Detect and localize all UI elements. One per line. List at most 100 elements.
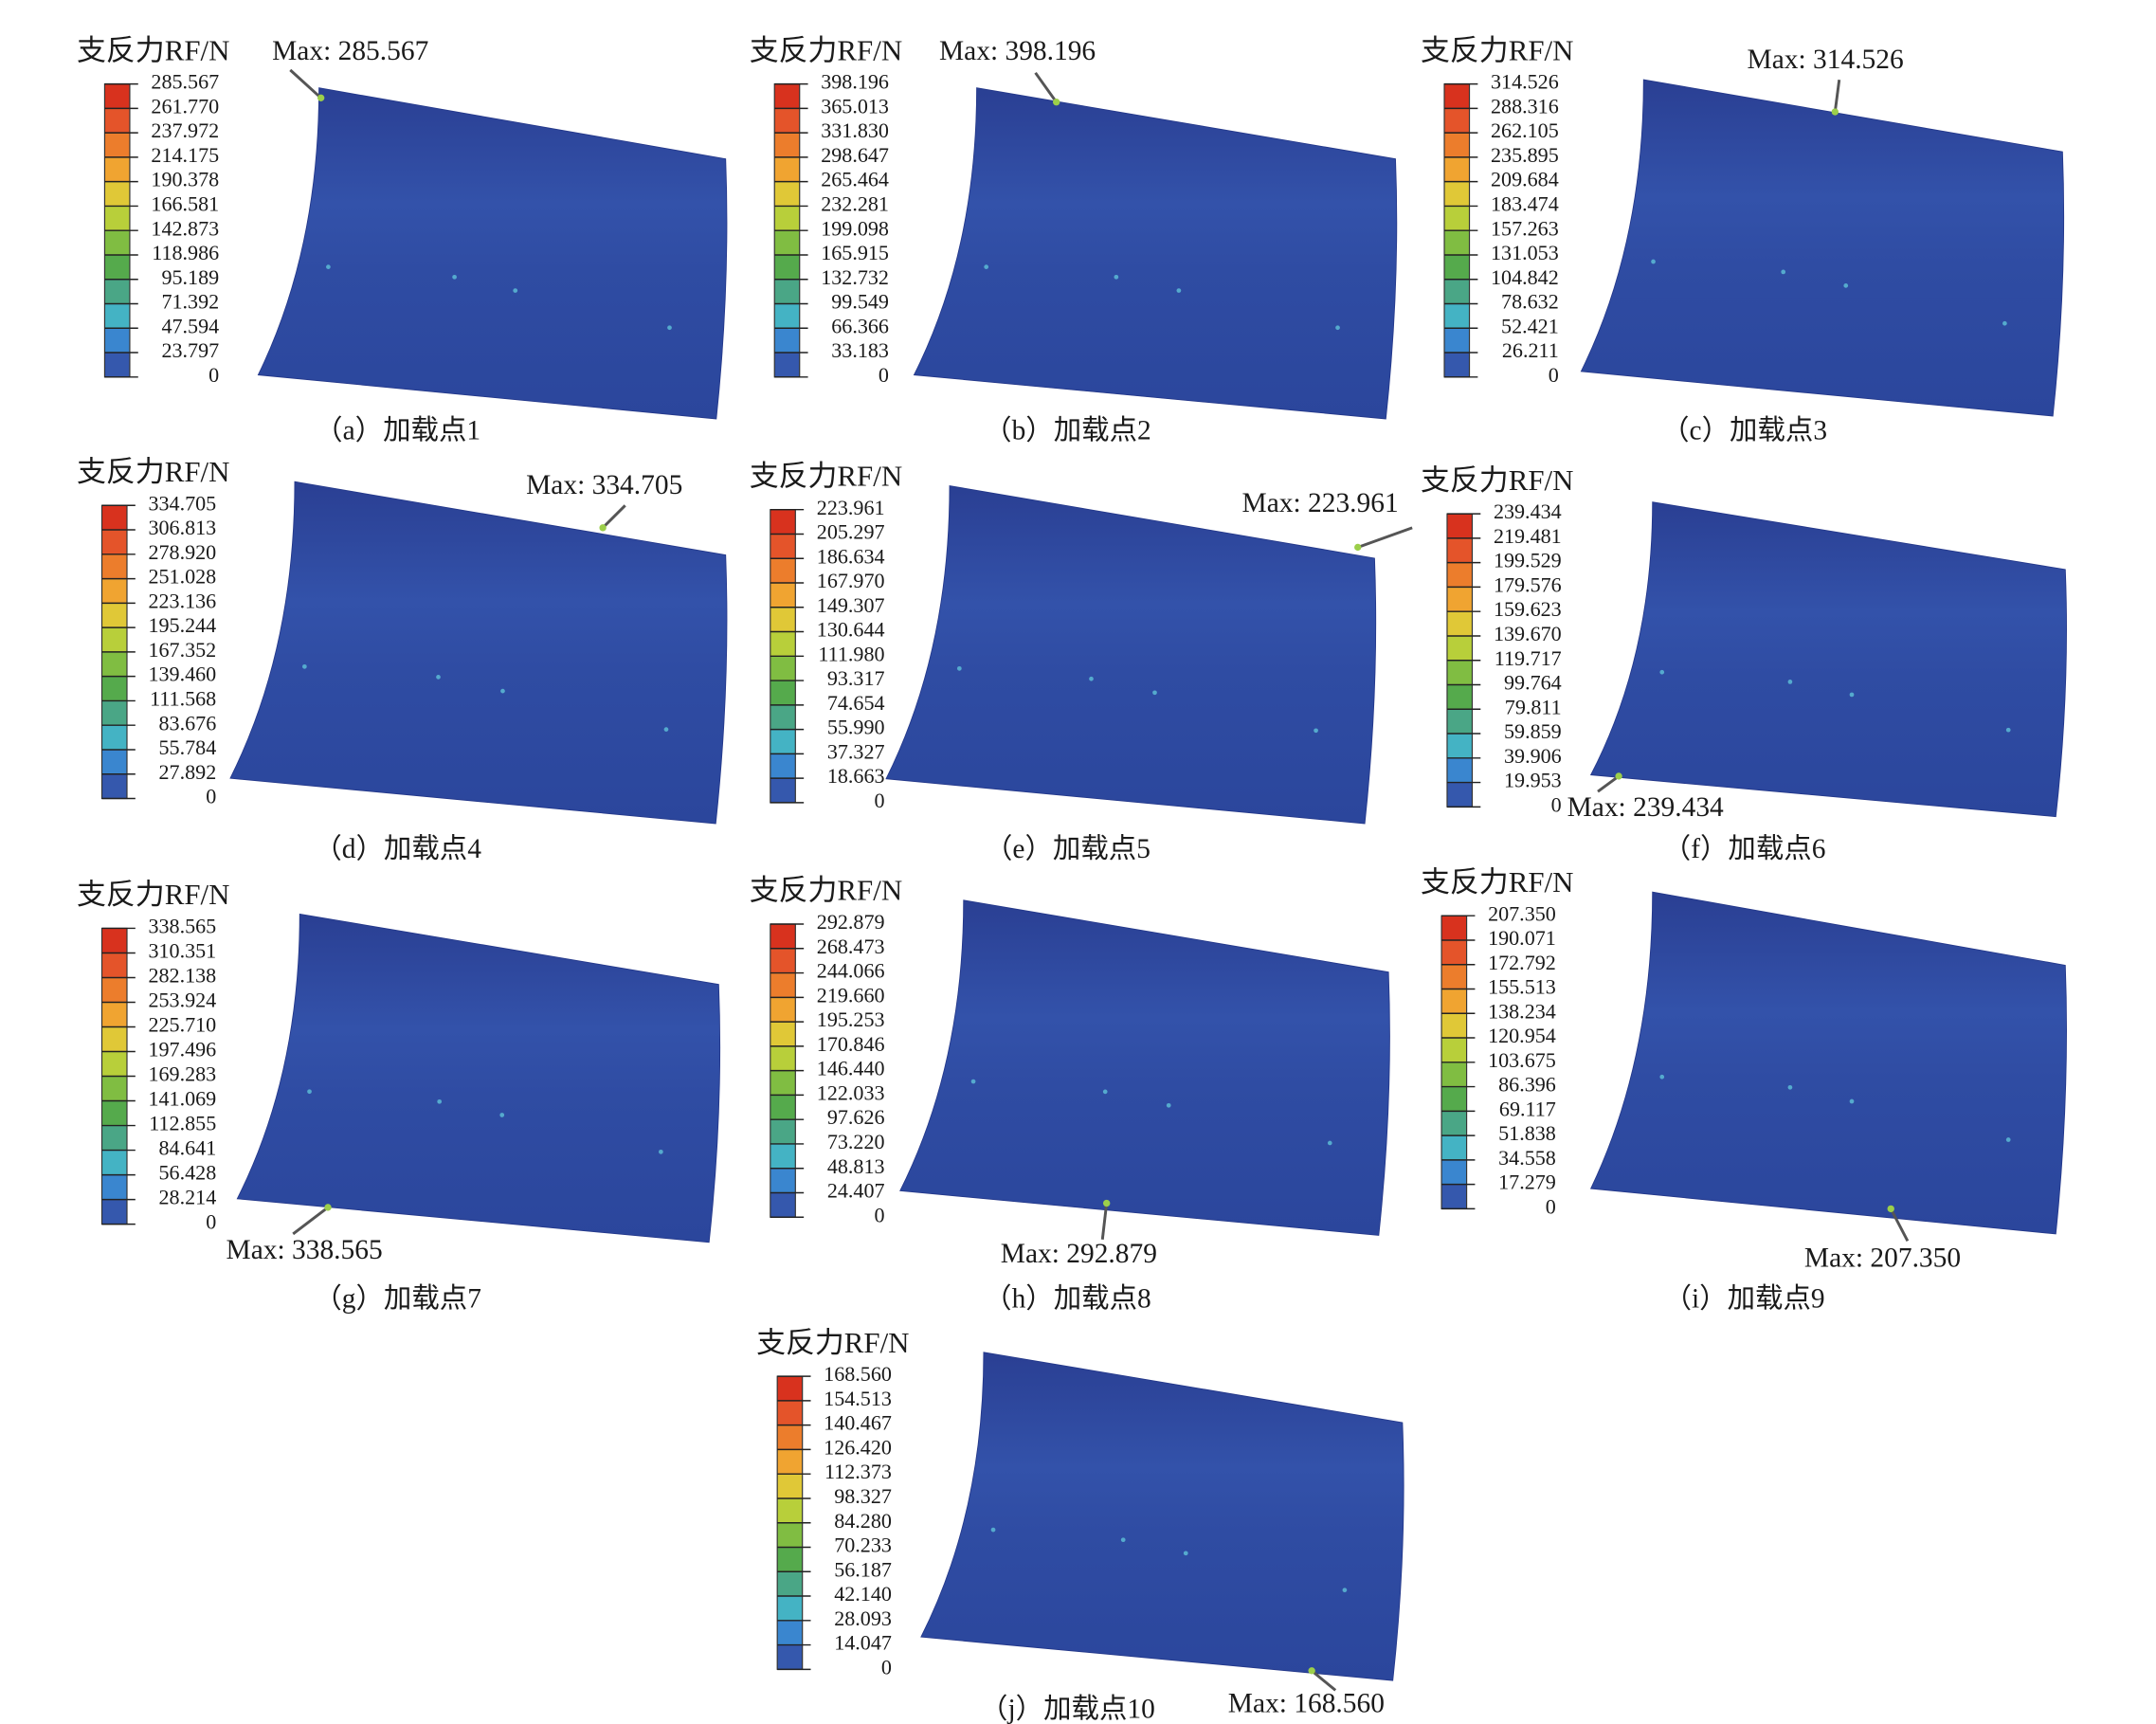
colorbar-segment [774, 83, 800, 109]
max-label: Max: 334.705 [526, 470, 682, 500]
colorbar-segment [101, 725, 127, 750]
colorbar-segment [770, 1168, 796, 1193]
max-node [1887, 1205, 1894, 1213]
legend-value: 141.069 [148, 1087, 216, 1111]
max-node [1354, 543, 1362, 552]
caption: （j）加载点10 [980, 1693, 1155, 1724]
colorbar-segment [770, 1022, 796, 1046]
legend-title: 支反力RF/N [750, 874, 902, 907]
colorbar-segment [101, 928, 127, 953]
colorbar-segment [770, 1070, 796, 1096]
max-pointer [1833, 79, 1841, 113]
colorbar-segment [770, 972, 796, 998]
colorbar-segment [774, 303, 800, 329]
legend-value: 298.647 [821, 143, 889, 167]
legend-value: 52.421 [1501, 314, 1559, 337]
colorbar-segment [1444, 328, 1470, 354]
legend-value: 146.440 [817, 1057, 885, 1080]
caption: （c）加载点3 [1661, 414, 1827, 445]
legend-value: 86.396 [1498, 1073, 1556, 1097]
caption: （g）加载点7 [314, 1282, 481, 1314]
colorbar-segment [1441, 964, 1467, 989]
legend-value: 169.283 [148, 1062, 216, 1086]
node-dot [513, 288, 518, 293]
shell-surface [1580, 79, 2065, 417]
node-dot [1114, 274, 1119, 280]
colorbar-segment [1444, 83, 1470, 109]
legend-value: 130.644 [817, 618, 885, 642]
max-node [599, 524, 607, 532]
node-dot [1152, 690, 1157, 696]
legend-value: 265.464 [821, 168, 889, 191]
node-dot [1843, 283, 1849, 288]
legend-value: 278.920 [148, 540, 216, 564]
panel: 支反力RF/N 223.961205.297186.634167.970149.3… [750, 459, 1413, 864]
legend-value: 104.842 [1491, 265, 1559, 289]
legend-value: 207.350 [1488, 901, 1556, 925]
legend-value: 0 [1549, 363, 1559, 387]
colorbar-segment [101, 700, 127, 726]
shell-surface [257, 87, 728, 420]
legend-value: 0 [206, 1210, 216, 1234]
legend-title: 支反力RF/N [750, 459, 902, 492]
max-pointer [1889, 1207, 1910, 1242]
legend-value: 95.189 [161, 265, 219, 289]
shell-surface [899, 899, 1390, 1236]
node-dot [1787, 680, 1793, 684]
colorbar-segment [1446, 514, 1473, 538]
shell-surface [920, 1352, 1404, 1681]
legend-value: 167.352 [148, 638, 216, 662]
colorbar-segment [770, 729, 796, 754]
legend-value: 253.924 [148, 989, 216, 1012]
legend-value: 285.567 [151, 70, 219, 94]
max-node [1052, 99, 1060, 106]
colorbar-segment [770, 924, 796, 949]
colorbar-segment [101, 1026, 127, 1052]
legend-value: 195.244 [148, 613, 216, 637]
legend-value: 0 [1551, 792, 1562, 816]
colorbar-segment [1441, 1135, 1467, 1160]
shell-surface [1589, 891, 2067, 1235]
legend-value: 131.053 [1491, 241, 1559, 264]
legend-value: 23.797 [161, 338, 219, 362]
node-dot [499, 1113, 505, 1117]
panel: 支反力RF/N 334.705306.813278.920251.028223.1… [77, 455, 728, 864]
legend-value: 195.253 [817, 1007, 885, 1031]
colorbar-segment [777, 1474, 803, 1498]
colorbar-segment [777, 1547, 803, 1572]
colorbar-segment [774, 181, 800, 207]
node-dot [1335, 325, 1340, 331]
node-dot [1314, 728, 1318, 734]
colorbar-segment [774, 230, 800, 255]
colorbar-segment [1441, 989, 1467, 1014]
caption: （h）加载点8 [984, 1282, 1151, 1314]
colorbar-segment [101, 1125, 127, 1151]
colorbar-segment [101, 977, 127, 1003]
colorbar-segment [1444, 303, 1470, 329]
colorbar-segment [1441, 939, 1467, 965]
panel: 支反力RF/N 398.196365.013331.830298.647265.4… [750, 33, 1398, 445]
colorbar-segment [777, 1376, 803, 1401]
colorbar-segment [101, 553, 127, 579]
colorbar-segment [1446, 611, 1473, 636]
max-label: Max: 239.434 [1567, 792, 1724, 823]
colorbar-segment [777, 1449, 803, 1475]
max-pointer [1597, 774, 1620, 793]
legend-value: 70.233 [834, 1533, 892, 1557]
colorbar-segment [1444, 279, 1470, 304]
shell-surface [236, 913, 721, 1243]
legend-title: 支反力RF/N [750, 33, 902, 66]
max-node [1308, 1667, 1315, 1675]
legend-value: 120.954 [1488, 1024, 1556, 1047]
colorbar-segment [774, 133, 800, 157]
colorbar-segment [1441, 1184, 1467, 1209]
legend-value: 84.641 [159, 1136, 217, 1160]
colorbar-segment [774, 279, 800, 304]
legend-value: 122.033 [817, 1080, 885, 1104]
panel: 支反力RF/N 207.350190.071172.792155.513138.2… [1421, 865, 2067, 1314]
colorbar-segment [101, 1100, 127, 1126]
legend-value: 235.895 [1491, 143, 1559, 167]
node-dot [1102, 1089, 1108, 1095]
colorbar-segment [104, 279, 130, 304]
legend-value: 18.663 [827, 764, 885, 788]
